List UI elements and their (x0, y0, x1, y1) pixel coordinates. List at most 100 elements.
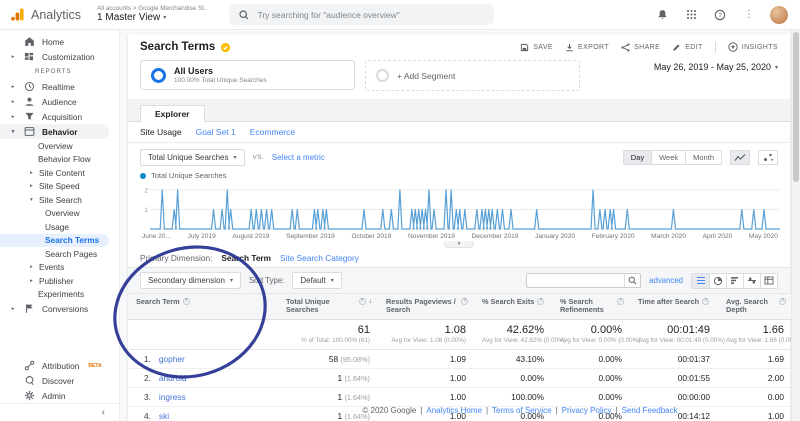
sidebar-item-conversions[interactable]: ▸ Conversions (0, 301, 119, 316)
more-options-icon[interactable]: ⋮ (744, 9, 754, 20)
col-header-search-refinements[interactable]: % Search Refinements? (552, 294, 630, 320)
help-icon[interactable]: ? (461, 297, 468, 305)
sort-type-value: Default (300, 276, 326, 285)
sidebar-item-events[interactable]: ▸ Events (0, 261, 119, 275)
help-icon[interactable]: ? (182, 297, 190, 305)
table-row: 1. gopher 58 (95.08%) 1.09 43.10% 0.00% 0… (128, 350, 792, 369)
global-search[interactable] (229, 4, 495, 25)
scrollbar-thumb[interactable] (793, 32, 799, 182)
analytics-logo[interactable]: Analytics (10, 7, 81, 22)
tab-explorer[interactable]: Explorer (140, 105, 205, 122)
subtab-ecommerce[interactable]: Ecommerce (249, 127, 296, 137)
advanced-filter-link[interactable]: advanced (649, 276, 683, 285)
navigation-sidebar: Home ▸ Customization REPORTS ▸ Realtime … (0, 30, 120, 421)
sidebar-item-experiments[interactable]: Experiments (0, 288, 119, 302)
sidebar-item-site-content[interactable]: ▸ Site Content (0, 166, 119, 180)
footer-link-terms[interactable]: Terms of Service (492, 406, 552, 415)
comparison-view-icon[interactable] (743, 273, 760, 288)
col-header-avg-search-depth[interactable]: Avg. Search Depth? (718, 294, 792, 320)
help-icon[interactable]: ? (702, 297, 710, 305)
pivot-view-icon[interactable] (760, 273, 777, 288)
col-header-results-pageviews[interactable]: Results Pageviews / Search? (378, 294, 474, 320)
notifications-bell-icon[interactable] (654, 7, 670, 23)
brand-name: Analytics (31, 7, 82, 22)
granularity-day[interactable]: Day (622, 150, 653, 165)
help-icon[interactable]: ? (537, 297, 545, 305)
sidebar-item-audience[interactable]: ▸ Audience (0, 94, 119, 109)
metric-dropdown[interactable]: Total Unique Searches ▾ (140, 149, 245, 166)
add-segment-button[interactable]: + Add Segment (365, 60, 580, 91)
search-term-link[interactable]: ski (158, 410, 170, 421)
sidebar-item-behavior-flow[interactable]: Behavior Flow (0, 153, 119, 167)
performance-bars-view-icon[interactable] (726, 273, 743, 288)
google-apps-grid-icon[interactable] (683, 7, 699, 23)
sidebar-section-reports: REPORTS (35, 68, 72, 75)
export-button[interactable]: EXPORT (565, 43, 609, 52)
dimension-site-search-category[interactable]: Site Search Category (280, 253, 359, 263)
chart-collapse-handle[interactable]: ▾ (444, 241, 474, 248)
col-header-total-unique-searches[interactable]: Total Unique Searches? ↓ (278, 294, 378, 320)
sidebar-item-admin[interactable]: Admin (0, 388, 119, 403)
analytics-logo-icon (10, 7, 25, 22)
col-header-search-exits[interactable]: % Search Exits? (474, 294, 552, 320)
sidebar-item-label: Experiments (38, 289, 85, 300)
select-metric-link[interactable]: Select a metric (271, 153, 325, 162)
granularity-month[interactable]: Month (686, 150, 722, 165)
x-axis-tick: October 2019 (351, 233, 392, 240)
sort-type-dropdown[interactable]: Default ▾ (292, 272, 342, 289)
help-icon[interactable]: ? (779, 297, 786, 305)
save-button[interactable]: SAVE (520, 43, 553, 52)
sidebar-item-customization[interactable]: ▸ Customization (0, 49, 119, 64)
account-view-selector[interactable]: All accounts > Google Merchandise St.. 1… (97, 5, 207, 24)
footer-link-feedback[interactable]: Send Feedback (621, 406, 678, 415)
granularity-week[interactable]: Week (652, 150, 687, 165)
search-term-link[interactable]: android (158, 372, 187, 383)
col-header-time-after-search[interactable]: Time after Search? (630, 294, 718, 320)
sidebar-item-publisher[interactable]: ▸ Publisher (0, 274, 119, 288)
sidebar-item-realtime[interactable]: ▸ Realtime (0, 79, 119, 94)
sidebar-item-acquisition[interactable]: ▸ Acquisition (0, 109, 119, 124)
subtab-site-usage[interactable]: Site Usage (140, 127, 182, 137)
subtab-goal-set-1[interactable]: Goal Set 1 (195, 127, 236, 137)
help-icon[interactable]: ? (712, 7, 728, 23)
data-table-view-icon[interactable] (692, 273, 709, 288)
sidebar-collapse-toggle[interactable]: ‹ (0, 403, 119, 421)
search-term-link[interactable]: ingress (158, 391, 186, 402)
sidebar-item-search-terms[interactable]: Search Terms (0, 233, 109, 247)
global-search-input[interactable] (257, 9, 485, 20)
footer-link-analytics-home[interactable]: Analytics Home (426, 406, 482, 415)
share-button[interactable]: SHARE (621, 42, 660, 52)
secondary-dimension-dropdown[interactable]: Secondary dimension ▾ (140, 272, 241, 289)
sidebar-item-site-search[interactable]: ▾ Site Search (0, 193, 119, 207)
sidebar-item-home[interactable]: Home (0, 34, 119, 49)
summary-subtext: Avg for View: 42.62% (0.00%) (482, 336, 566, 344)
footer-link-privacy[interactable]: Privacy Policy (561, 406, 612, 415)
user-avatar[interactable] (770, 5, 788, 24)
sidebar-item-search-pages[interactable]: Search Pages (0, 247, 119, 261)
cell-value: 00:00:00 (630, 388, 718, 407)
vertical-scrollbar[interactable] (791, 30, 800, 421)
col-header-search-term[interactable]: Search Term? (128, 294, 278, 320)
insights-button[interactable]: INSIGHTS (728, 42, 778, 52)
search-term-link[interactable]: gopher (158, 353, 185, 364)
motion-chart-view-icon[interactable] (758, 150, 778, 165)
sidebar-item-attribution[interactable]: Attribution BETA (0, 358, 119, 373)
sidebar-item-behavior[interactable]: ▾ Behavior (0, 124, 109, 139)
dimension-search-term[interactable]: Search Term (221, 253, 272, 263)
line-chart-view-icon[interactable] (730, 150, 750, 165)
table-search-input[interactable] (527, 276, 624, 285)
date-range-selector[interactable]: May 26, 2019 - May 25, 2020 ▾ (654, 60, 778, 72)
sidebar-item-discover[interactable]: Discover (0, 373, 119, 388)
summary-results-pageviews: 1.08 Avg for View: 1.08 (0.00%) (378, 320, 474, 350)
segment-all-users[interactable]: All Users 100.00% Total Unique Searches (140, 60, 355, 90)
percentage-pie-view-icon[interactable] (709, 273, 726, 288)
sidebar-item-site-speed[interactable]: ▸ Site Speed (0, 180, 119, 194)
help-icon[interactable]: ? (358, 297, 366, 305)
sidebar-item-usage[interactable]: Usage (0, 220, 119, 234)
sidebar-item-site-search-overview[interactable]: Overview (0, 207, 119, 221)
help-icon[interactable]: ? (617, 297, 624, 305)
table-search-box[interactable] (526, 273, 642, 288)
edit-button[interactable]: EDIT (672, 43, 703, 52)
sidebar-item-behavior-overview[interactable]: Overview (0, 139, 119, 153)
